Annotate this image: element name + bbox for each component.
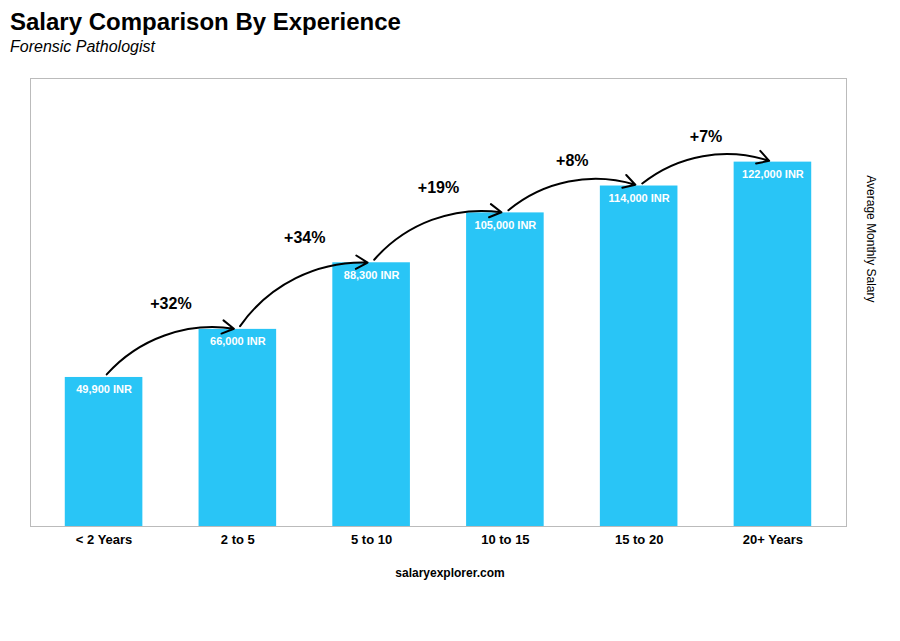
svg-text:2 to 5: 2 to 5 (221, 532, 255, 547)
html-text:Salary Comparison By Experienc: Salary Comparison By Experience (10, 8, 401, 35)
svg-text:5 to 10: 5 to 10 (351, 532, 392, 547)
svg-text:+34%: +34% (284, 229, 325, 246)
svg-text:+19%: +19% (418, 179, 459, 196)
svg-text:+32%: +32% (150, 295, 191, 312)
svg-text:Average Monthly Salary: Average Monthly Salary (864, 175, 878, 302)
html-text:salary explorer.com: salary explorer.com (395, 566, 505, 580)
svg-text:+7%: +7% (690, 128, 722, 145)
svg-text:122,000 INR: 122,000 INR (742, 168, 804, 180)
html-text:Forensic Pathologist: Forensic Pathologist (10, 38, 155, 55)
svg-text:49,900 INR: 49,900 INR (76, 383, 132, 395)
svg-text:20+ Years: 20+ Years (743, 532, 803, 547)
svg-text:15 to 20: 15 to 20 (615, 532, 663, 547)
svg-text:88,300 INR: 88,300 INR (344, 269, 400, 281)
svg-text:105,000 INR: 105,000 INR (475, 219, 537, 231)
svg-text:66,000 INR: 66,000 INR (210, 335, 266, 347)
svg-text:10 to 15: 10 to 15 (481, 532, 529, 547)
svg-text:< 2 Years: < 2 Years (76, 532, 133, 547)
svg-text:114,000 INR: 114,000 INR (609, 192, 670, 204)
svg-text:+8%: +8% (556, 152, 588, 169)
